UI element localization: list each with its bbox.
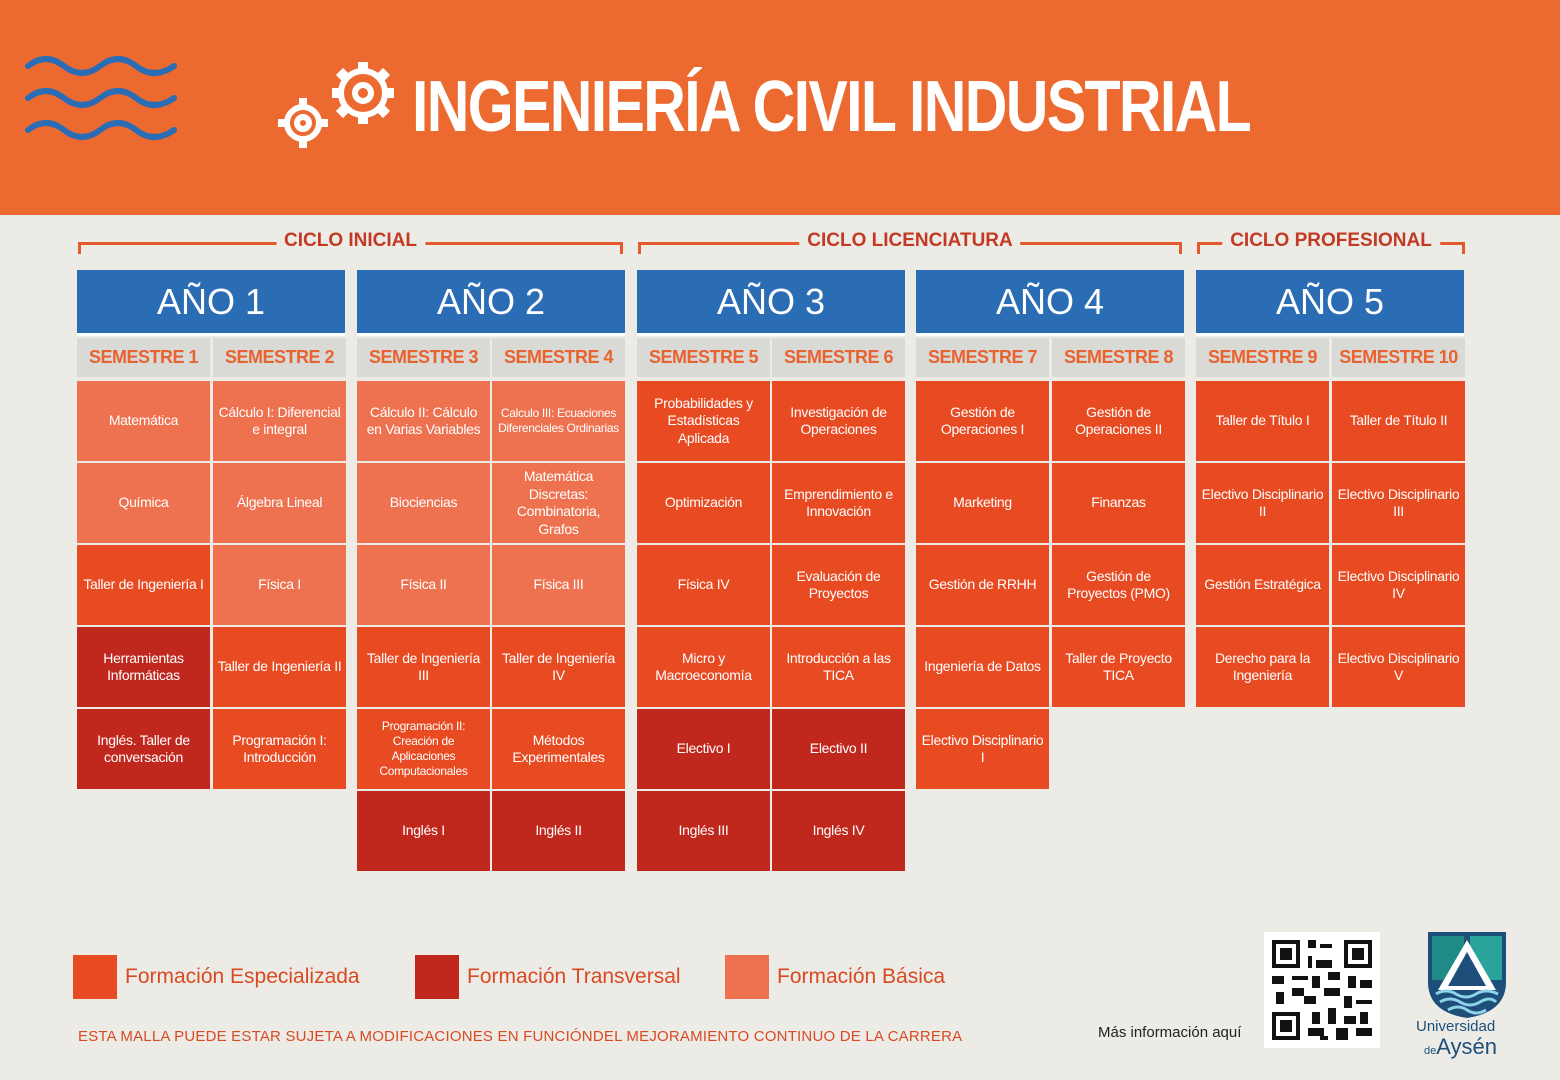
waves-icon [25, 56, 177, 140]
semester-header: SEMESTRE 1 [77, 338, 210, 377]
course-cell: Probabilidades y Estadísticas Aplicada [637, 381, 770, 461]
course-cell: Electivo Disciplinario I [916, 709, 1049, 789]
course-cell: Gestión de Proyectos (PMO) [1052, 545, 1185, 625]
course-cell: Derecho para la Ingeniería [1196, 627, 1329, 707]
gears-icon [278, 62, 394, 148]
cycle-label: CICLO LICENCIATURA [799, 230, 1021, 252]
course-cell: Química [77, 463, 210, 543]
course-cell: Métodos Experimentales [492, 709, 625, 789]
course-cell: Electivo II [772, 709, 905, 789]
semester-header: SEMESTRE 4 [492, 338, 625, 377]
course-cell: Programación I: Introducción [213, 709, 346, 789]
course-cell: Taller de Ingeniería IV [492, 627, 625, 707]
course-cell: Optimización [637, 463, 770, 543]
logo-text-de: de [1424, 1045, 1437, 1057]
legend-label: Formación Básica [777, 965, 946, 988]
legend-basica: Formación Básica [725, 954, 945, 1000]
course-cell: Marketing [916, 463, 1049, 543]
cycle-profesional: CICLO PROFESIONAL [1197, 230, 1465, 256]
year-2-header: AÑO 2 [357, 270, 625, 336]
course-cell: Inglés. Taller de conversación [77, 709, 210, 789]
course-cell: Cálculo II: Cálculo en Varias Variables [357, 381, 490, 461]
logo-text-aysen: deAysén [1424, 1034, 1497, 1060]
cycle-label: CICLO PROFESIONAL [1222, 230, 1440, 252]
year-4-header: AÑO 4 [916, 270, 1184, 336]
course-cell: Física IV [637, 545, 770, 625]
course-cell: Gestión de Operaciones II [1052, 381, 1185, 461]
year-1-header: AÑO 1 [77, 270, 345, 336]
semester-header: SEMESTRE 7 [916, 338, 1049, 377]
legend-swatch [73, 955, 117, 999]
course-cell: Evaluación de Proyectos [772, 545, 905, 625]
course-cell: Calculo III: Ecuaciones Diferenciales Or… [492, 381, 625, 461]
course-cell: Electivo Disciplinario II [1196, 463, 1329, 543]
year-5-header: AÑO 5 [1196, 270, 1464, 336]
header-banner: INGENIERÍA CIVIL INDUSTRIAL [0, 0, 1560, 215]
course-cell: Inglés I [357, 791, 490, 871]
more-info-label: Más información aquí [1098, 1024, 1242, 1041]
course-cell: Inglés II [492, 791, 625, 871]
semester-header: SEMESTRE 5 [637, 338, 770, 377]
course-cell: Taller de Proyecto TICA [1052, 627, 1185, 707]
course-cell: Taller de Ingeniería I [77, 545, 210, 625]
course-cell: Gestión de Operaciones I [916, 381, 1049, 461]
course-cell: Gestión Estratégica [1196, 545, 1329, 625]
cycle-label: CICLO INICIAL [276, 230, 425, 252]
course-cell: Ingeniería de Datos [916, 627, 1049, 707]
course-cell: Física II [357, 545, 490, 625]
semester-header: SEMESTRE 10 [1332, 338, 1465, 377]
year-3-header: AÑO 3 [637, 270, 905, 336]
course-cell: Taller de Título I [1196, 381, 1329, 461]
course-cell: Física I [213, 545, 346, 625]
legend-swatch [415, 955, 459, 999]
course-cell: Taller de Título II [1332, 381, 1465, 461]
legend-swatch [725, 955, 769, 999]
course-cell: Biociencias [357, 463, 490, 543]
legend-especializada: Formación Especializada [73, 954, 360, 1000]
page-title: INGENIERÍA CIVIL INDUSTRIAL [412, 67, 1252, 147]
course-cell: Cálculo I: Diferencial e integral [213, 381, 346, 461]
legend-label: Formación Transversal [467, 965, 681, 988]
course-cell: Inglés III [637, 791, 770, 871]
course-cell: Taller de Ingeniería II [213, 627, 346, 707]
semester-header: SEMESTRE 9 [1196, 338, 1329, 377]
course-cell: Física III [492, 545, 625, 625]
course-cell: Inglés IV [772, 791, 905, 871]
university-logo-icon [1428, 932, 1506, 1018]
course-cell: Electivo Disciplinario V [1332, 627, 1465, 707]
course-cell: Electivo I [637, 709, 770, 789]
course-cell: Matemática [77, 381, 210, 461]
semester-header: SEMESTRE 2 [213, 338, 346, 377]
qr-code-icon[interactable] [1264, 932, 1380, 1048]
course-cell: Gestión de RRHH [916, 545, 1049, 625]
course-cell: Matemática Discretas: Combinatoria, Graf… [492, 463, 625, 543]
course-cell: Emprendimiento e Innovación [772, 463, 905, 543]
course-cell: Investigación de Operaciones [772, 381, 905, 461]
logo-text-university: Universidad [1416, 1018, 1496, 1035]
semester-header: SEMESTRE 8 [1052, 338, 1185, 377]
course-cell: Electivo Disciplinario IV [1332, 545, 1465, 625]
course-cell: Álgebra Lineal [213, 463, 346, 543]
course-cell: Taller de Ingeniería III [357, 627, 490, 707]
course-cell: Herramientas Informáticas [77, 627, 210, 707]
course-cell: Micro y Macroeconomía [637, 627, 770, 707]
cycle-licenciatura: CICLO LICENCIATURA [638, 230, 1182, 256]
cycle-inicial: CICLO INICIAL [78, 230, 623, 256]
course-cell: Electivo Disciplinario III [1332, 463, 1465, 543]
course-cell: Finanzas [1052, 463, 1185, 543]
course-cell: Introducción a las TICA [772, 627, 905, 707]
logo-text-aysen-word: Aysén [1436, 1034, 1497, 1059]
semester-header: SEMESTRE 3 [357, 338, 490, 377]
legend-transversal: Formación Transversal [415, 954, 681, 1000]
legend-label: Formación Especializada [125, 965, 360, 988]
course-cell: Programación II: Creación de Aplicacione… [357, 709, 490, 789]
semester-header: SEMESTRE 6 [772, 338, 905, 377]
disclaimer-note: ESTA MALLA PUEDE ESTAR SUJETA A MODIFICA… [78, 1028, 963, 1045]
